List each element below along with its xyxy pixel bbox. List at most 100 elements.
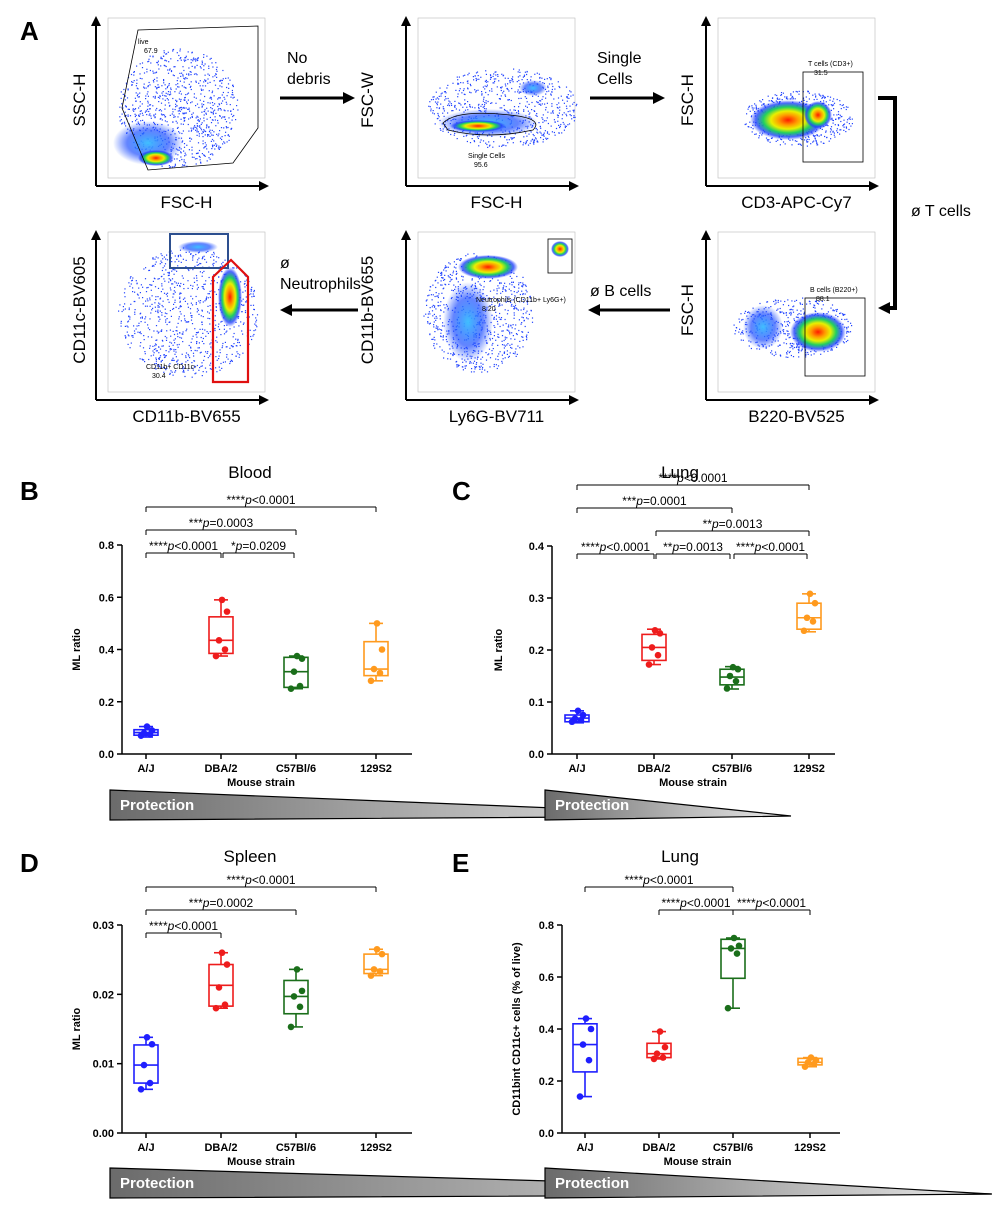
- flow-y-label: CD11c-BV605: [70, 256, 89, 363]
- data-point: [376, 968, 384, 975]
- data-point: [148, 727, 156, 734]
- box-2: [283, 966, 309, 1031]
- category-label: C57Bl/6: [712, 763, 752, 775]
- y-tick-label: 0.4: [539, 1024, 555, 1036]
- significance-bracket: ****p<0.0001: [576, 471, 810, 490]
- category-label: DBA/2: [204, 763, 237, 775]
- y-tick-label: 0.01: [93, 1059, 114, 1071]
- significance-label: ****p<0.0001: [661, 896, 730, 910]
- data-point: [287, 1023, 295, 1031]
- data-point: [811, 599, 819, 607]
- data-point: [723, 685, 731, 692]
- box-1: [641, 626, 667, 668]
- y-tick-label: 0.2: [99, 697, 114, 709]
- data-point: [653, 1050, 661, 1057]
- data-point: [800, 627, 808, 635]
- y-tick-label: 0.1: [529, 697, 544, 709]
- data-point: [373, 620, 381, 627]
- data-point: [727, 945, 735, 952]
- category-label: C57Bl/6: [276, 763, 316, 775]
- gate-single-cells: [442, 112, 537, 136]
- box-iqr: [208, 616, 234, 655]
- box-0: [572, 1015, 598, 1100]
- data-point: [579, 711, 587, 719]
- data-point: [571, 715, 579, 722]
- y-tick-label: 0.8: [99, 540, 114, 552]
- data-point: [656, 1028, 664, 1035]
- significance-label: **p=0.0013: [663, 540, 723, 554]
- data-point: [378, 950, 386, 958]
- data-point: [729, 663, 737, 671]
- protection-label: Protection: [555, 797, 629, 814]
- y-tick-label: 0.0: [539, 1128, 554, 1140]
- box-panel-d: Spleen 0.00 0.01 0.02 0.03 ML ratio A/J DBA/2 C5…: [71, 847, 993, 1199]
- significance-label: ****p<0.0001: [226, 873, 295, 887]
- significance-bracket: ****p<0.0001: [145, 539, 222, 558]
- y-axis-title: ML ratio: [71, 1007, 83, 1050]
- box-panel-e: Lung 0.0 0.2 0.4 0.6 0.8 CD11bint CD11c+ cells…: [511, 847, 992, 1199]
- significance-label: *p=0.0209: [231, 539, 286, 553]
- flow-density: [118, 241, 259, 378]
- significance-label: ****p<0.0001: [737, 896, 806, 910]
- significance-bracket: **p=0.0013: [655, 517, 810, 536]
- data-point: [373, 945, 381, 953]
- flow-y-label: FSC-H: [678, 74, 697, 126]
- data-point: [293, 966, 301, 973]
- data-point: [140, 1061, 148, 1069]
- box-1: [646, 1028, 672, 1063]
- arrow-label-no-debris: No debris: [287, 50, 331, 88]
- flow-x-label: CD3-APC-Cy7: [741, 193, 852, 212]
- data-point: [732, 677, 740, 685]
- y-tick-label: 0.6: [99, 592, 114, 604]
- protection-label: Protection: [555, 1175, 629, 1192]
- significance-bracket: ***p=0.0001: [576, 494, 733, 513]
- panel-letter-a: A: [20, 16, 39, 46]
- y-tick-label: 0.03: [93, 920, 114, 932]
- flow-gating-arrows: [280, 92, 897, 316]
- data-point: [807, 1054, 815, 1061]
- box-3: [363, 945, 389, 979]
- data-point: [298, 655, 306, 662]
- significance-bracket: ****p<0.0001: [733, 540, 808, 559]
- chart-title: Lung: [661, 463, 699, 482]
- arrow-label-neutrophils: ø Neutrophils: [280, 255, 361, 293]
- chart-title: Lung: [661, 847, 699, 866]
- flow-x-label: FSC-H: [471, 193, 523, 212]
- data-point: [378, 646, 386, 653]
- y-axis-title: ML ratio: [71, 628, 83, 671]
- data-point: [367, 972, 375, 979]
- data-point: [576, 1093, 584, 1100]
- significance-bracket: ****p<0.0001: [576, 540, 655, 559]
- arrow-label-b-cells: ø B cells: [590, 283, 651, 300]
- data-point: [803, 614, 811, 622]
- chart-title: Blood: [228, 463, 271, 482]
- significance-label: ****p<0.0001: [624, 873, 693, 887]
- data-point: [370, 665, 378, 673]
- flow-plot-frame: [417, 17, 576, 179]
- flow-axes: [701, 230, 879, 405]
- y-tick-label: 0.4: [529, 541, 545, 553]
- significance-bracket: ****p<0.0001: [145, 493, 377, 512]
- data-point: [579, 1041, 587, 1048]
- box-1: [208, 596, 234, 660]
- y-tick-label: 0.2: [529, 645, 544, 657]
- data-point: [221, 1001, 229, 1009]
- gate-cd11c: [169, 233, 229, 269]
- flow-density: [733, 297, 853, 358]
- data-point: [577, 716, 585, 724]
- data-point: [146, 1079, 154, 1087]
- data-point: [730, 934, 738, 942]
- chart-title: Spleen: [224, 847, 277, 866]
- data-point: [574, 707, 582, 715]
- flow-plot-frame: [717, 231, 876, 393]
- data-point: [726, 672, 734, 680]
- category-label: DBA/2: [637, 763, 670, 775]
- y-tick-label: 0.8: [539, 920, 554, 932]
- y-tick-label: 0.6: [539, 972, 554, 984]
- y-tick-label: 0.2: [539, 1076, 554, 1088]
- flow-x-label: CD11b-BV655: [132, 407, 240, 426]
- flow-axes: [401, 16, 579, 191]
- box-3: [363, 620, 389, 685]
- flow-cytometry-plots: live 67.9 FSC-H SSC-H Single Cells 95.6 FSC-H F…: [70, 16, 879, 426]
- flow-y-label: FSC-H: [678, 284, 697, 336]
